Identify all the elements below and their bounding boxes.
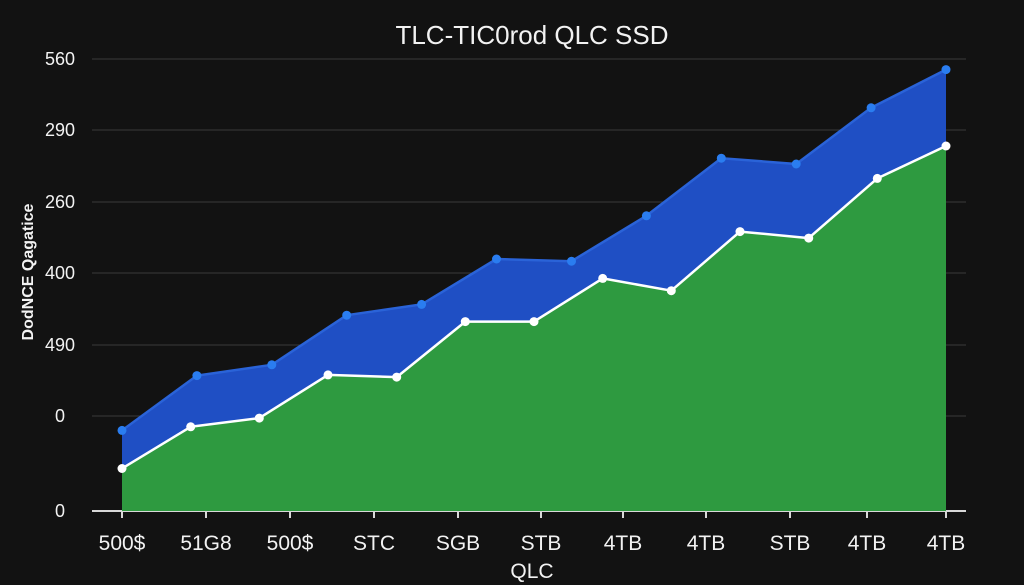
series-1-point: [417, 299, 427, 309]
y-tick-label: 260: [45, 192, 75, 212]
series-2-point: [323, 370, 333, 380]
y-axis-label: DodNCE Qagatice: [20, 203, 37, 340]
chart-title: TLC-TIC0rod QLC SSD: [395, 20, 668, 50]
y-tick-label: 490: [45, 335, 75, 355]
y-tick-label: 0: [55, 501, 65, 521]
x-tick-label: 4TB: [687, 532, 726, 555]
series-1-point: [791, 159, 801, 169]
y-tick-label: 560: [45, 49, 75, 69]
series-2-point: [941, 141, 951, 151]
series-1-point: [716, 153, 726, 163]
x-tick-label: STC: [353, 532, 395, 555]
series-2-point: [392, 372, 402, 382]
series-2-point: [666, 286, 676, 296]
series-2-point: [735, 227, 745, 237]
y-tick-label: 400: [45, 263, 75, 283]
series-2-point: [186, 422, 196, 432]
series-1-point: [866, 103, 876, 113]
series-2-point: [254, 413, 264, 423]
series-2-point: [804, 233, 814, 243]
series-1-line: [121, 68, 947, 432]
series-1-point: [267, 360, 277, 370]
series-1-point: [192, 371, 202, 381]
x-tick-label: 51G8: [180, 532, 231, 555]
series-areas: [122, 69, 946, 511]
axis-ticks: 0 0 490 400 260 290 560 500$ 51G8 500$ STC SGB STB 4T…: [45, 49, 965, 555]
x-tick-label: STB: [770, 532, 811, 555]
series-1-point: [342, 310, 352, 320]
series-1-point: [117, 425, 127, 435]
series-points: [117, 65, 951, 473]
series-2-point: [460, 317, 470, 327]
x-tick-label: SGB: [436, 532, 480, 555]
series-2-point: [872, 173, 882, 183]
x-tick-label: 4TB: [848, 532, 887, 555]
series-2-point: [117, 464, 127, 473]
x-axis-label: QLC: [510, 560, 553, 583]
series-1-point: [941, 65, 951, 75]
series-1-point: [641, 211, 651, 221]
x-tick-label: 500$: [99, 532, 146, 555]
y-tick-label: 0: [55, 406, 65, 426]
x-tick-label: 500$: [267, 532, 314, 555]
x-tick-label: 4TB: [927, 532, 966, 555]
y-tick-label: 290: [45, 120, 75, 140]
x-tick-label: 4TB: [604, 532, 643, 555]
series-2-area: [122, 146, 946, 511]
x-tick-label: STB: [521, 532, 562, 555]
series-2-point: [598, 273, 608, 283]
series-2-point: [529, 317, 539, 327]
series-1-point: [492, 254, 501, 264]
series-1-point: [567, 256, 576, 266]
